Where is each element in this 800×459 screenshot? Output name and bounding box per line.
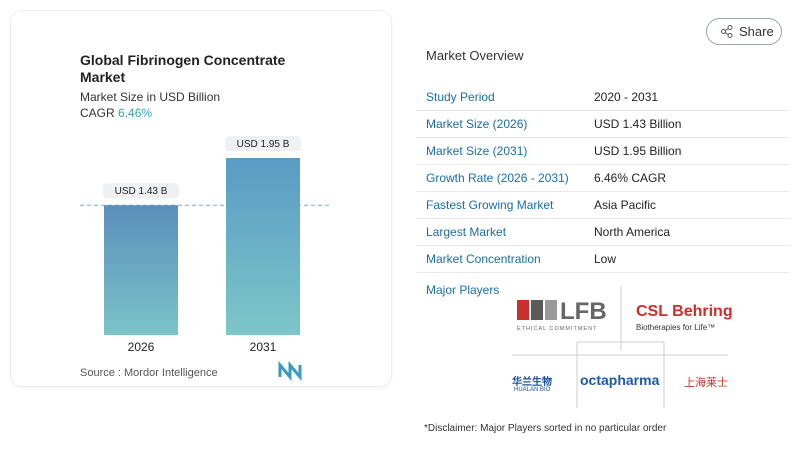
bar: [226, 158, 300, 335]
overview-title: Market Overview: [426, 48, 524, 63]
overview-value: USD 1.43 Billion: [594, 117, 682, 131]
share-icon: [721, 25, 733, 38]
overview-row: Fastest Growing Market Asia Pacific: [416, 191, 790, 219]
value-label-box: [103, 183, 179, 199]
overview-row: Market Size (2031) USD 1.95 Billion: [416, 137, 790, 165]
bar: [104, 205, 178, 335]
value-label: USD 1.95 B: [237, 139, 290, 150]
overview-row: Study Period 2020 - 2031: [416, 83, 790, 111]
overview-row: Growth Rate (2026 - 2031) 6.46% CAGR: [416, 164, 790, 192]
cagr-label: CAGR: [80, 106, 115, 120]
x-tick-label: 2031: [250, 340, 277, 354]
overview-label: Fastest Growing Market: [426, 198, 554, 212]
logo-hualan-tag: HUALAN BIO: [514, 387, 551, 393]
logo-hualan: 华兰生物: [512, 377, 552, 388]
logo-lfb-tag: ETHICAL COMMITMENT: [517, 326, 598, 332]
cagr: CAGR 6.46%: [80, 106, 152, 120]
overview-label: Largest Market: [426, 225, 507, 239]
chart: Source : Mordor Intelligence USD 1.43 B 2…: [80, 136, 330, 382]
overview-value: North America: [594, 225, 671, 239]
share-label: Share: [739, 24, 774, 39]
overview-value: Asia Pacific: [594, 198, 657, 212]
overview-label: Study Period: [426, 90, 495, 104]
logo-octapharma: octapharma: [580, 372, 660, 388]
chart-subtitle: Market Size in USD Billion: [80, 90, 221, 104]
share-button[interactable]: Share: [706, 18, 782, 45]
source-logo: [278, 360, 302, 382]
overview-value: Low: [594, 252, 617, 266]
overview-label: Growth Rate (2026 - 2031): [426, 171, 569, 185]
cagr-value: 6.46%: [118, 106, 153, 120]
value-label-box: [225, 136, 301, 151]
source: Source : Mordor Intelligence: [80, 367, 218, 379]
disclaimer: *Disclaimer: Major Players sorted in no …: [424, 423, 667, 434]
logo-lfb: LFB: [560, 298, 607, 325]
players-grid: [512, 286, 728, 408]
logo-raas: 上海莱士: [684, 377, 728, 389]
overview-value: 2020 - 2031: [594, 90, 659, 104]
overview-row: Market Size (2026) USD 1.43 Billion: [416, 110, 790, 138]
logo-csl-tag: Biotherapies for Life™: [636, 323, 716, 332]
overview-value: 6.46% CAGR: [594, 171, 667, 185]
players-title: Major Players: [426, 283, 500, 297]
overview-row: Largest Market North America: [416, 218, 790, 246]
chart-card: [10, 10, 392, 387]
x-tick-label: 2026: [128, 340, 155, 354]
logo-csl: CSL Behring: [636, 303, 733, 320]
overview-label: Market Size (2031): [426, 144, 528, 158]
overview-label: Market Concentration: [426, 252, 541, 266]
value-label: USD 1.43 B: [115, 186, 168, 197]
overview-value: USD 1.95 Billion: [594, 144, 682, 158]
overview-label: Market Size (2026): [426, 117, 528, 131]
overview-row: Market Concentration Low: [416, 245, 790, 273]
chart-title: Global Fibrinogen Concentrate Market: [80, 52, 286, 85]
